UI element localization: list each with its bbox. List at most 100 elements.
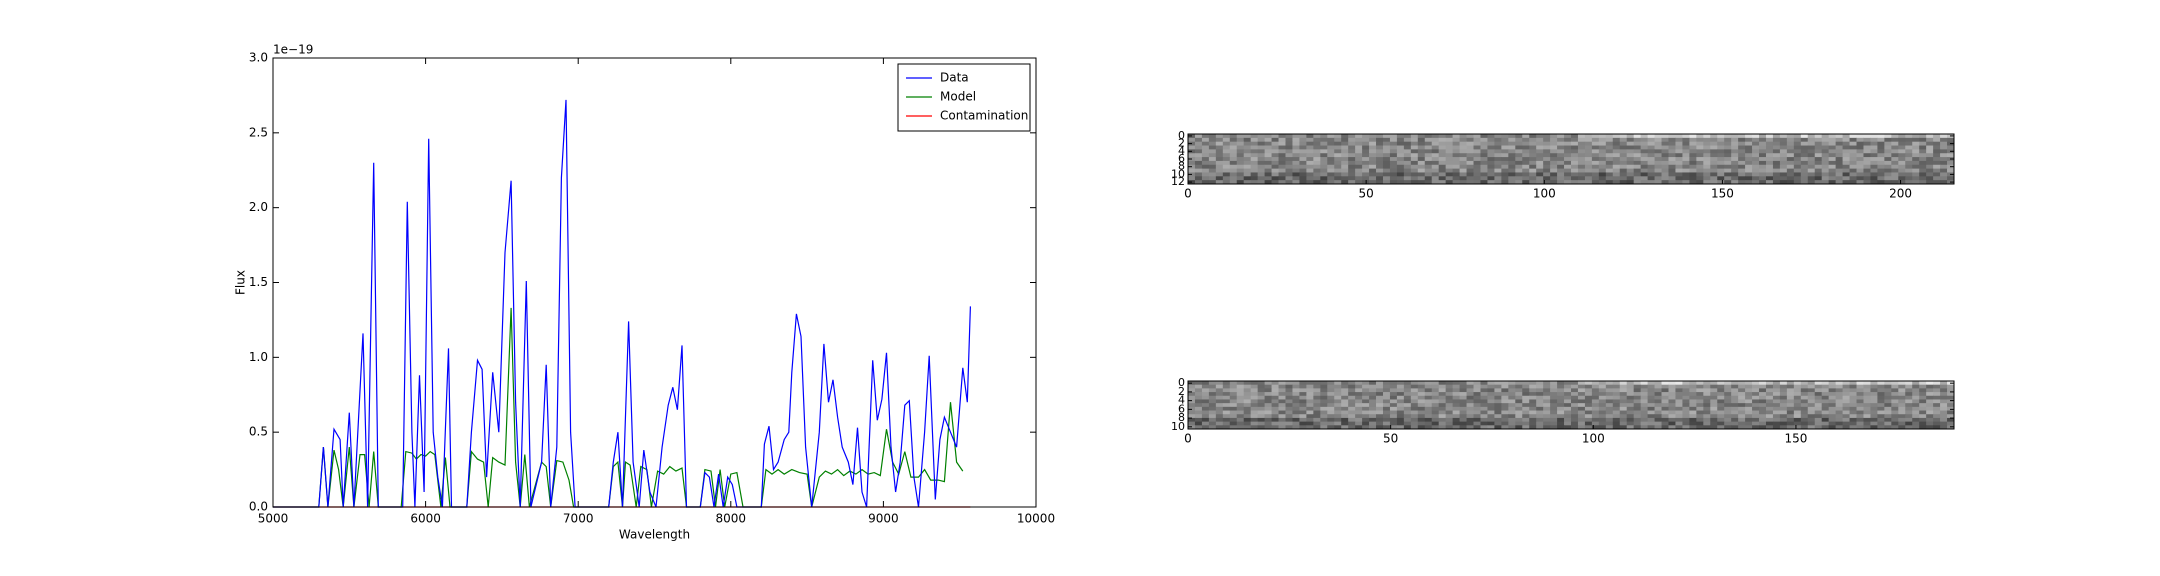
pixel xyxy=(1877,176,1885,181)
pixel xyxy=(1257,149,1265,154)
pixel xyxy=(1863,180,1871,185)
pixel xyxy=(1320,168,1328,173)
pixel xyxy=(1710,180,1718,185)
pixel xyxy=(1236,168,1245,173)
pixel xyxy=(1703,381,1711,386)
pixel xyxy=(1933,403,1941,408)
pixel xyxy=(1605,160,1614,166)
pixel xyxy=(1536,414,1544,419)
pixel xyxy=(1717,417,1725,423)
pixel xyxy=(1222,406,1231,411)
pixel xyxy=(1396,157,1405,162)
pixel xyxy=(1389,421,1398,426)
pixel xyxy=(1229,141,1238,146)
pixel xyxy=(1870,168,1878,173)
pixel xyxy=(1814,172,1823,177)
pixel xyxy=(1619,388,1628,393)
pixel xyxy=(1355,392,1363,397)
pixel xyxy=(1501,399,1509,404)
x-tick-label: 100 xyxy=(1533,187,1556,201)
pixel xyxy=(1348,414,1356,419)
pixel xyxy=(1828,388,1837,393)
pixel xyxy=(1222,381,1231,386)
pixel xyxy=(1577,421,1586,426)
pixel xyxy=(1515,180,1523,185)
pixel xyxy=(1779,134,1788,139)
pixel xyxy=(1313,388,1321,393)
pixel xyxy=(1229,168,1238,173)
pixel xyxy=(1752,399,1760,404)
pixel xyxy=(1647,425,1655,430)
pixel xyxy=(1891,414,1899,419)
pixel xyxy=(1717,410,1725,415)
pixel xyxy=(1668,149,1676,154)
pixel xyxy=(1271,164,1279,170)
pixel xyxy=(1208,417,1217,423)
pixel xyxy=(1800,137,1809,143)
pixel xyxy=(1327,403,1335,408)
pixel xyxy=(1765,176,1774,181)
pixel xyxy=(1229,176,1238,181)
pixel xyxy=(1612,414,1621,419)
y-tick-label: 10 xyxy=(1171,167,1185,180)
pixel xyxy=(1605,176,1614,181)
pixel xyxy=(1466,392,1474,397)
pixel xyxy=(1229,160,1238,166)
pixel xyxy=(1452,134,1460,139)
pixel xyxy=(1821,149,1830,154)
pixel xyxy=(1382,149,1391,154)
pixel xyxy=(1236,392,1245,397)
pixel xyxy=(1849,399,1857,404)
pixel xyxy=(1403,134,1412,139)
pixel xyxy=(1717,388,1725,393)
pixel xyxy=(1257,406,1265,411)
pixel xyxy=(1940,406,1948,411)
pixel xyxy=(1543,417,1551,423)
pixel xyxy=(1320,141,1328,146)
pixel xyxy=(1438,381,1447,386)
pixel xyxy=(1334,137,1342,143)
pixel xyxy=(1786,153,1795,158)
pixel xyxy=(1278,164,1286,170)
pixel xyxy=(1487,381,1495,386)
pixel xyxy=(1522,417,1530,423)
pixel xyxy=(1452,153,1460,158)
pixel xyxy=(1522,160,1530,166)
pixel xyxy=(1285,149,1293,154)
pixel xyxy=(1828,172,1837,177)
pixel xyxy=(1313,403,1321,408)
pixel xyxy=(1271,176,1279,181)
pixel xyxy=(1577,406,1586,411)
pixel xyxy=(1605,403,1614,408)
pixel xyxy=(1870,399,1878,404)
pixel xyxy=(1550,149,1558,154)
pixel xyxy=(1362,164,1370,170)
pixel xyxy=(1334,410,1342,415)
pixel xyxy=(1912,149,1920,154)
pixel xyxy=(1633,417,1642,423)
pixel xyxy=(1577,381,1586,386)
pixel xyxy=(1431,395,1440,400)
pixel xyxy=(1313,406,1321,411)
pixel xyxy=(1445,399,1454,404)
pixel xyxy=(1807,403,1816,408)
pixel xyxy=(1522,164,1530,170)
pixel xyxy=(1863,164,1871,170)
pixel xyxy=(1731,425,1739,430)
pixel xyxy=(1598,410,1607,415)
pixel xyxy=(1912,153,1920,158)
pixel xyxy=(1731,421,1739,426)
pixel xyxy=(1759,141,1767,146)
pixel xyxy=(1849,395,1857,400)
pixel xyxy=(1320,406,1328,411)
pixel xyxy=(1626,176,1635,181)
pixel xyxy=(1362,384,1370,389)
pixel xyxy=(1786,392,1795,397)
pixel xyxy=(1271,157,1279,162)
pixel xyxy=(1480,153,1488,158)
pixel xyxy=(1201,145,1210,150)
pixel xyxy=(1842,410,1850,415)
pixel xyxy=(1355,403,1363,408)
pixel xyxy=(1612,417,1621,423)
pixel xyxy=(1487,153,1495,158)
